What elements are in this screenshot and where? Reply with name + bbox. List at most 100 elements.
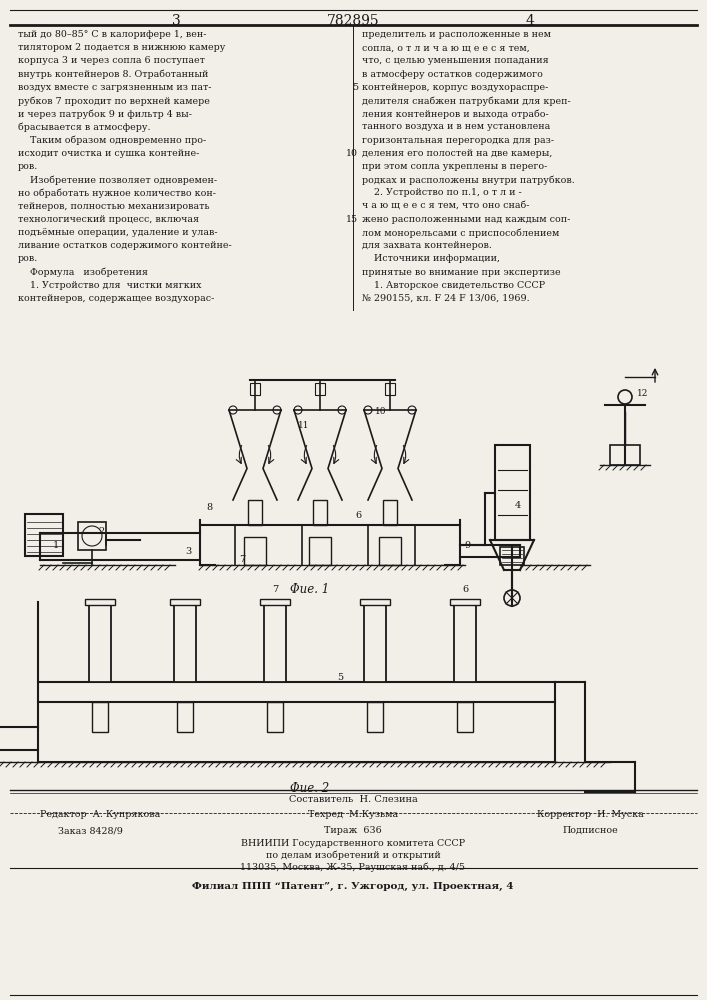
Bar — [315, 383, 325, 395]
Bar — [264, 602, 286, 682]
Text: Заказ 8428/9: Заказ 8428/9 — [57, 826, 122, 835]
Bar — [85, 599, 115, 605]
Text: брасывается в атмосферу.: брасывается в атмосферу. — [18, 122, 151, 132]
Bar — [89, 602, 111, 682]
Bar — [92, 702, 108, 732]
Text: 1: 1 — [53, 540, 59, 550]
Bar — [364, 602, 386, 682]
Bar — [313, 500, 327, 525]
Text: Изобретение позволяет одновремен-: Изобретение позволяет одновремен- — [18, 175, 217, 185]
Bar — [367, 702, 383, 732]
Bar — [260, 599, 290, 605]
Bar — [379, 537, 401, 565]
Text: 1. Авторское свидетельство СССР: 1. Авторское свидетельство СССР — [362, 281, 545, 290]
Text: Таким образом одновременно про-: Таким образом одновременно про- — [18, 136, 206, 145]
Text: воздух вместе с загрязненным из пат-: воздух вместе с загрязненным из пат- — [18, 83, 211, 92]
Bar — [383, 500, 397, 525]
Bar — [267, 702, 283, 732]
Text: горизонтальная перегородка для раз-: горизонтальная перегородка для раз- — [362, 136, 554, 145]
Text: Филиал ППП “Патент”, г. Ужгород, ул. Проектная, 4: Филиал ППП “Патент”, г. Ужгород, ул. Про… — [192, 882, 514, 891]
Text: ров.: ров. — [18, 254, 38, 263]
Bar — [248, 500, 262, 525]
Text: тилятором 2 подается в нижнюю камеру: тилятором 2 подается в нижнюю камеру — [18, 43, 226, 52]
Text: жено расположенными над каждым соп-: жено расположенными над каждым соп- — [362, 215, 571, 224]
Text: 11: 11 — [298, 420, 310, 430]
Bar — [450, 599, 480, 605]
Text: 3: 3 — [185, 548, 192, 556]
Text: что, с целью уменьшения попадания: что, с целью уменьшения попадания — [362, 56, 549, 65]
Text: деления его полостей на две камеры,: деления его полостей на две камеры, — [362, 149, 552, 158]
Text: принятые во внимание при экспертизе: принятые во внимание при экспертизе — [362, 268, 561, 277]
Text: тейнеров, полностью механизировать: тейнеров, полностью механизировать — [18, 202, 209, 211]
Text: ливание остатков содержимого контейне-: ливание остатков содержимого контейне- — [18, 241, 232, 250]
Bar — [454, 602, 476, 682]
Text: тый до 80–85° С в калорифере 1, вен-: тый до 80–85° С в калорифере 1, вен- — [18, 30, 206, 39]
Text: для захвата контейнеров.: для захвата контейнеров. — [362, 241, 492, 250]
Text: при этом сопла укреплены в перего-: при этом сопла укреплены в перего- — [362, 162, 547, 171]
Text: 7: 7 — [239, 556, 245, 564]
Text: 12: 12 — [637, 388, 648, 397]
Text: 15: 15 — [346, 215, 358, 224]
Text: сопла, о т л и ч а ю щ е е с я тем,: сопла, о т л и ч а ю щ е е с я тем, — [362, 43, 530, 52]
Text: Редактор  А. Купрякова: Редактор А. Купрякова — [40, 810, 160, 819]
Text: 4: 4 — [515, 500, 521, 510]
Text: рубков 7 проходит по верхней камере: рубков 7 проходит по верхней камере — [18, 96, 210, 105]
Text: 6: 6 — [462, 585, 468, 594]
Bar — [360, 599, 390, 605]
Text: 9: 9 — [464, 540, 470, 550]
Text: 113035, Москва, Ж-35, Раушская наб., д. 4/5: 113035, Москва, Ж-35, Раушская наб., д. … — [240, 863, 465, 872]
Bar — [78, 522, 106, 550]
Text: 4: 4 — [525, 14, 534, 28]
Bar — [457, 702, 473, 732]
Text: 6: 6 — [355, 510, 361, 520]
Text: танного воздуха и в нем установлена: танного воздуха и в нем установлена — [362, 122, 550, 131]
Text: Корректор  И. Муска: Корректор И. Муска — [537, 810, 643, 819]
Text: 5: 5 — [337, 673, 343, 682]
Text: 10: 10 — [346, 149, 358, 158]
Text: ч а ю щ е е с я тем, что оно снаб-: ч а ю щ е е с я тем, что оно снаб- — [362, 202, 530, 211]
Text: 8: 8 — [207, 504, 213, 512]
Bar — [177, 702, 193, 732]
Text: контейнеров, корпус воздухораспре-: контейнеров, корпус воздухораспре- — [362, 83, 549, 92]
Bar — [610, 445, 640, 465]
Text: Техред  М.Кузьма: Техред М.Кузьма — [308, 810, 398, 819]
Text: 1. Устройство для  чистки мягких: 1. Устройство для чистки мягких — [18, 281, 201, 290]
Text: 7: 7 — [272, 585, 278, 594]
Text: корпуса 3 и через сопла 6 поступает: корпуса 3 и через сопла 6 поступает — [18, 56, 205, 65]
Bar — [495, 445, 530, 540]
Bar — [170, 599, 200, 605]
Text: 2: 2 — [99, 528, 105, 536]
Text: Φue. 1: Φue. 1 — [291, 583, 329, 596]
Bar — [500, 547, 524, 565]
Text: подъёмные операции, удаление и улав-: подъёмные операции, удаление и улав- — [18, 228, 218, 237]
Text: в атмосферу остатков содержимого: в атмосферу остатков содержимого — [362, 70, 543, 79]
Text: Составитель  Н. Слезина: Составитель Н. Слезина — [288, 795, 417, 804]
Bar — [250, 383, 260, 395]
Text: но обработать нужное количество кон-: но обработать нужное количество кон- — [18, 188, 216, 198]
Text: 782895: 782895 — [327, 14, 380, 28]
Text: № 290155, кл. F 24 F 13/06, 1969.: № 290155, кл. F 24 F 13/06, 1969. — [362, 294, 530, 303]
Text: ров.: ров. — [18, 162, 38, 171]
Bar — [385, 383, 395, 395]
Bar — [244, 537, 266, 565]
Text: Тираж  636: Тираж 636 — [324, 826, 382, 835]
Text: по делам изобретений и открытий: по делам изобретений и открытий — [266, 851, 440, 860]
Text: Подписное: Подписное — [562, 826, 618, 835]
Text: и через патрубок 9 и фильтр 4 вы-: и через патрубок 9 и фильтр 4 вы- — [18, 109, 192, 119]
Text: технологический процесс, включая: технологический процесс, включая — [18, 215, 199, 224]
Text: внутрь контейнеров 8. Отработанный: внутрь контейнеров 8. Отработанный — [18, 70, 209, 79]
Text: лом монорельсами с приспособлением: лом монорельсами с приспособлением — [362, 228, 559, 237]
Bar — [309, 537, 331, 565]
Text: 10: 10 — [375, 408, 387, 416]
Text: Φue. 2: Φue. 2 — [291, 782, 329, 795]
Text: Источники информации,: Источники информации, — [362, 254, 500, 263]
Bar — [174, 602, 196, 682]
Text: родках и расположены внутри патрубков.: родках и расположены внутри патрубков. — [362, 175, 575, 185]
Text: Формула   изобретения: Формула изобретения — [18, 268, 148, 277]
Text: 2. Устройство по п.1, о т л и -: 2. Устройство по п.1, о т л и - — [362, 188, 522, 197]
Bar — [25, 514, 63, 556]
Text: делителя снабжен патрубками для креп-: делителя снабжен патрубками для креп- — [362, 96, 571, 105]
Text: ВНИИПИ Государственного комитета СССР: ВНИИПИ Государственного комитета СССР — [241, 839, 465, 848]
Text: ления контейнеров и выхода отрабо-: ления контейнеров и выхода отрабо- — [362, 109, 549, 119]
Text: контейнеров, содержащее воздухорас-: контейнеров, содержащее воздухорас- — [18, 294, 214, 303]
